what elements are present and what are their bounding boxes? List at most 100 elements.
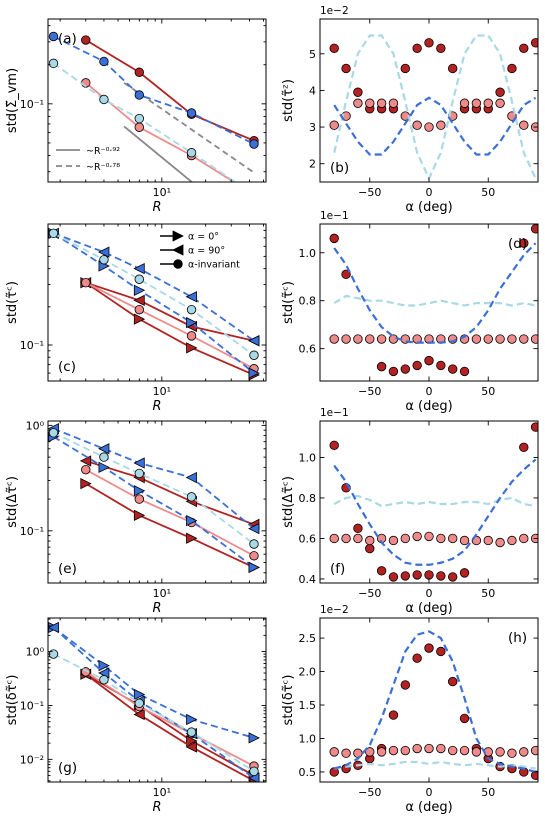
data-point-e-4-4: [248, 522, 260, 535]
data-point-a-2-2: [134, 90, 145, 100]
x-axis-label: R: [152, 601, 161, 616]
x-tick-label: 0: [426, 587, 433, 600]
data-point-b-0-16: [519, 43, 529, 54]
data-point-c-4-1: [98, 246, 110, 258]
data-point-e-2-3: [249, 551, 259, 561]
data-point-c-5-0: [48, 228, 59, 239]
data-point-f-0-0: [329, 440, 339, 451]
data-point-a-1-1: [134, 122, 145, 132]
y-tick-label: 5: [309, 48, 316, 61]
y-tick-label: 0.6: [299, 532, 317, 545]
data-point-e-5-3: [186, 492, 197, 502]
data-point-h-1-7: [412, 743, 422, 754]
y-tick-label: 1.0: [299, 247, 317, 260]
data-point-d-0-8: [447, 364, 458, 374]
data-point-f-1-1: [341, 533, 351, 544]
data-point-h-1-6: [400, 745, 411, 756]
legend-label: α = 90°: [188, 246, 225, 257]
data-point-b-1-9: [436, 120, 446, 130]
data-point-e-5-4: [249, 539, 259, 549]
data-point-g-5-3: [186, 727, 197, 737]
data-point-h-1-14: [495, 747, 505, 757]
data-point-e-0-2: [186, 532, 198, 544]
panel-f: −50 0 50 0.4 0.6 0.8 1.0 α (deg) std(Δτ̃ᶜ) 1e−1 (f…: [281, 407, 539, 616]
data-point-b-1-4: [376, 98, 387, 108]
series-line-f-3: [333, 458, 537, 566]
y-axis-label: std(τ̃ᶜ): [5, 281, 20, 324]
data-point-b-0-17: [530, 38, 538, 48]
series-line-a-0: [85, 39, 255, 142]
data-point-b-0-0: [329, 43, 339, 54]
data-point-a-3-3: [186, 148, 197, 158]
plot-area-e: [48, 423, 260, 574]
data-point-e-2-1: [134, 494, 145, 504]
plot-area-a: [48, 31, 259, 199]
axes-frame-a: [47, 18, 267, 183]
data-point-a-2-3: [186, 108, 197, 118]
y-axis-label: std(τ̃ᶻ): [281, 79, 296, 122]
series-line-e-3: [53, 435, 255, 569]
data-point-f-0-2: [353, 523, 363, 534]
plot-area-c: [48, 227, 260, 381]
data-point-h-1-0: [329, 747, 339, 757]
data-point-g-3-4: [248, 732, 260, 744]
y-tick-label: 10⁻¹: [20, 699, 44, 712]
data-point-g-5-1: [99, 675, 109, 685]
data-point-a-0-0: [81, 35, 91, 45]
data-point-b-0-7: [412, 43, 422, 54]
data-point-h-1-4: [376, 747, 387, 757]
data-point-h-1-16: [519, 747, 529, 757]
data-point-h-1-17: [530, 745, 538, 756]
data-point-d-0-0: [329, 233, 339, 244]
legend-label: ~R⁻⁰·⁷⁸: [86, 162, 120, 173]
data-point-e-3-3: [186, 514, 198, 527]
data-point-e-5-0: [48, 428, 59, 438]
axes-frame-g: [47, 617, 267, 783]
data-point-b-1-2: [353, 98, 363, 108]
data-point-c-5-1: [99, 255, 109, 265]
data-point-b-1-8: [424, 122, 434, 132]
data-point-b-0-1: [341, 63, 351, 74]
data-point-g-4-0: [48, 621, 59, 634]
data-point-e-3-1: [98, 461, 110, 473]
data-point-d-0-4: [400, 364, 411, 374]
data-point-e-0-0: [80, 478, 92, 490]
data-point-f-0-11: [459, 568, 470, 578]
data-point-c-3-3: [186, 317, 198, 329]
data-point-a-3-4: [250, 190, 259, 199]
data-point-h-0-5: [388, 710, 399, 720]
data-point-f-1-16: [519, 533, 529, 544]
x-tick-label: −50: [358, 587, 381, 600]
data-point-b-1-11: [459, 98, 470, 108]
y-tick-label: 2.0: [299, 666, 317, 679]
data-point-d-0-2: [376, 361, 387, 372]
legend-label: α = 0°: [188, 232, 219, 243]
series-line-h-2: [334, 760, 536, 770]
data-point-g-1-1: [133, 708, 145, 721]
x-tick-label: 0: [426, 786, 433, 799]
data-point-c-2-0: [81, 277, 91, 288]
data-point-b-0-6: [400, 63, 411, 74]
data-point-c-2-2: [186, 331, 197, 341]
panel-b: −50 0 50 2 3 4 5 α (deg) std(τ̃ᶻ) 1e−2 (b): [281, 5, 539, 215]
data-point-b-1-13: [483, 98, 493, 108]
data-point-c-5-3: [186, 304, 197, 315]
legend-label: ~R⁻⁰·⁹²: [86, 146, 120, 157]
data-point-c-2-1: [134, 304, 145, 315]
data-point-f-0-12: [519, 442, 529, 453]
data-point-h-1-5: [388, 745, 399, 756]
panel-label: (d): [508, 236, 527, 252]
data-point-e-5-2: [134, 468, 145, 479]
data-point-f-1-8: [424, 531, 434, 542]
x-axis-label: α (deg): [405, 601, 452, 616]
data-point-b-0-10: [447, 63, 458, 74]
data-point-f-1-14: [495, 537, 505, 548]
data-point-c-4-4: [248, 335, 260, 347]
data-point-d-0-7: [436, 360, 446, 371]
y-axis-label: std(Δτ̃ᶜ): [281, 476, 296, 528]
data-point-e-4-3: [185, 471, 197, 484]
